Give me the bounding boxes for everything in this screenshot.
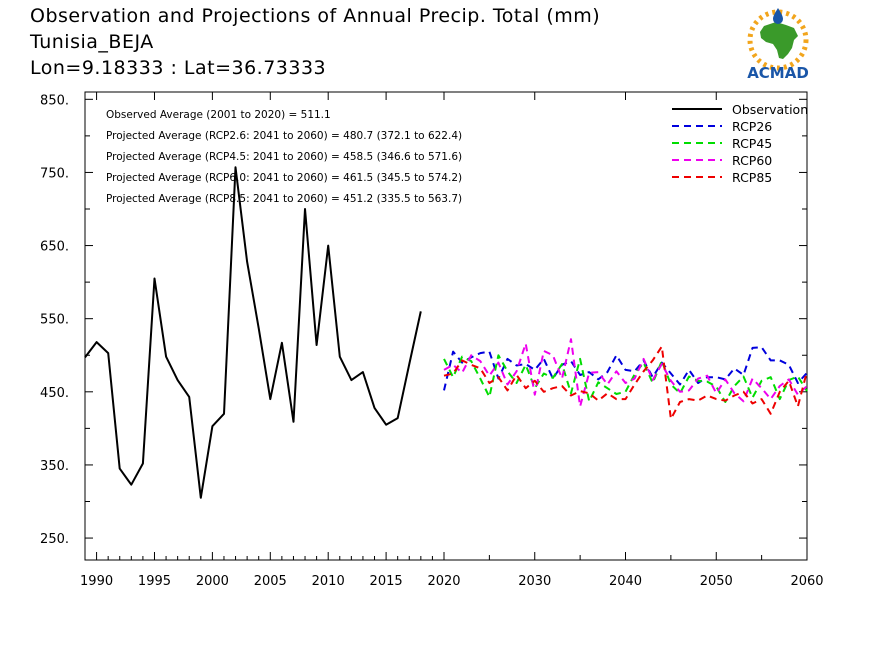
x-tick-label: 2030 xyxy=(518,574,551,589)
logo-text: ACMAD xyxy=(747,64,809,82)
legend: Observation RCP26 RCP45 RCP60 RCP85 xyxy=(672,102,808,185)
acmad-logo: ACMAD xyxy=(747,8,809,82)
annotation-text: Observed Average (2001 to 2020) = 511.1 xyxy=(106,109,331,121)
y-tick-label: 250. xyxy=(40,532,69,547)
plot-frame xyxy=(84,91,808,561)
x-tick-label: 1990 xyxy=(80,574,113,589)
y-tick-label: 850. xyxy=(40,93,69,108)
x-tick-label: 2020 xyxy=(427,574,460,589)
legend-label-rcp60: RCP60 xyxy=(732,153,772,168)
x-tick-label: 2000 xyxy=(196,574,229,589)
x-tick-label: 2015 xyxy=(370,574,403,589)
annotations: Observed Average (2001 to 2020) = 511.1 P… xyxy=(106,109,462,205)
y-tick-label: 650. xyxy=(40,240,69,255)
x-tick-label: 2060 xyxy=(790,574,823,589)
water-drop-icon xyxy=(773,8,783,24)
series-line-rcp85 xyxy=(443,345,808,420)
y-tick-label: 450. xyxy=(40,386,69,401)
x-tick-label: 1995 xyxy=(138,574,171,589)
series-line-observation xyxy=(84,166,422,499)
x-tick-label: 2005 xyxy=(254,574,287,589)
y-tick-label: 750. xyxy=(40,166,69,181)
chart-title-line2: Tunisia_BEJA xyxy=(30,31,154,53)
chart-title-line3: Lon=9.18333 : Lat=36.73333 xyxy=(30,57,327,79)
series-lines xyxy=(84,166,808,499)
legend-label-rcp26: RCP26 xyxy=(732,119,772,134)
series-line-rcp60 xyxy=(443,338,808,408)
y-tick-label: 350. xyxy=(40,459,69,474)
legend-label-rcp85: RCP85 xyxy=(732,170,772,185)
annotation-text: Projected Average (RCP6.0: 2041 to 2060)… xyxy=(106,172,462,184)
y-tick-labels: 250. 350. 450. 550. 650. 750. 850. xyxy=(40,93,69,547)
legend-label-observation: Observation xyxy=(732,102,808,117)
x-tick-label: 2040 xyxy=(609,574,642,589)
legend-label-rcp45: RCP45 xyxy=(732,136,772,151)
annotation-text: Projected Average (RCP2.6: 2041 to 2060)… xyxy=(106,130,462,142)
x-tick-labels: 1990 1995 2000 2005 2010 2015 2020 2030 2040 2050… xyxy=(80,574,824,589)
x-tick-label: 2050 xyxy=(700,574,733,589)
x-tick-label: 2010 xyxy=(312,574,345,589)
annotation-text: Projected Average (RCP8.5: 2041 to 2060)… xyxy=(106,193,462,205)
y-tick-label: 550. xyxy=(40,313,69,328)
axis-ticks xyxy=(85,92,808,560)
series-line-rcp45 xyxy=(443,354,808,403)
annotation-text: Projected Average (RCP4.5: 2041 to 2060)… xyxy=(106,151,462,163)
sun-rays-icon xyxy=(747,9,809,71)
africa-map-icon xyxy=(760,22,798,59)
chart-title-line1: Observation and Projections of Annual Pr… xyxy=(30,5,601,27)
